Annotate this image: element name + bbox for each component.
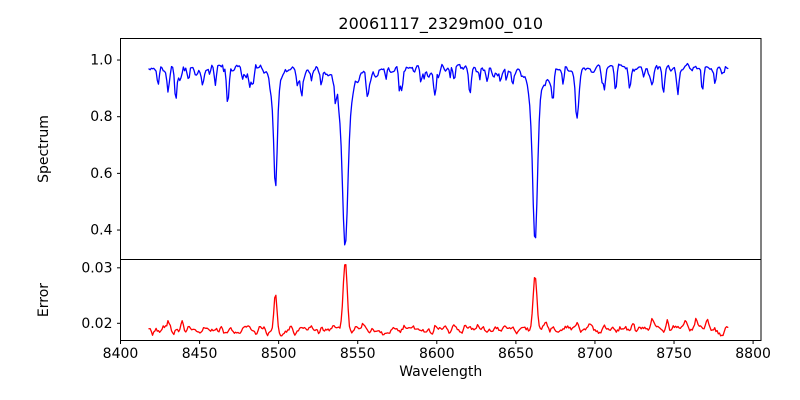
y-tick-label: 0.4	[90, 223, 112, 239]
y-tick-label: 0.8	[90, 109, 112, 125]
y-axis-label-error: Error	[36, 283, 52, 317]
x-tick-label: 8700	[577, 346, 613, 362]
x-tick-label: 8600	[419, 346, 455, 362]
chart-title: 20061117_2329m00_010	[338, 14, 543, 34]
plot-area: 8400 8450 8500 8550 8600 8650 8700 8750 8800 0.4 0…	[81, 53, 771, 362]
x-tick-label: 8750	[656, 346, 692, 362]
x-tick-label: 8400	[103, 346, 139, 362]
y-tick-label: 0.02	[81, 316, 112, 332]
x-tick-label: 8450	[182, 346, 218, 362]
error-line	[148, 263, 729, 337]
x-tick-label: 8800	[735, 346, 771, 362]
x-tick-label: 8500	[261, 346, 297, 362]
x-tick-label: 8650	[498, 346, 534, 362]
y-tick-label: 1.0	[90, 53, 112, 69]
y-tick-label: 0.03	[81, 260, 112, 276]
y-axis-label-spectrum: Spectrum	[36, 115, 52, 183]
error-panel-border	[120, 259, 762, 341]
x-axis-label: Wavelength	[399, 364, 482, 380]
x-tick-label: 8550	[340, 346, 376, 362]
spectrum-line	[148, 62, 729, 246]
y-tick-label: 0.6	[90, 166, 112, 182]
